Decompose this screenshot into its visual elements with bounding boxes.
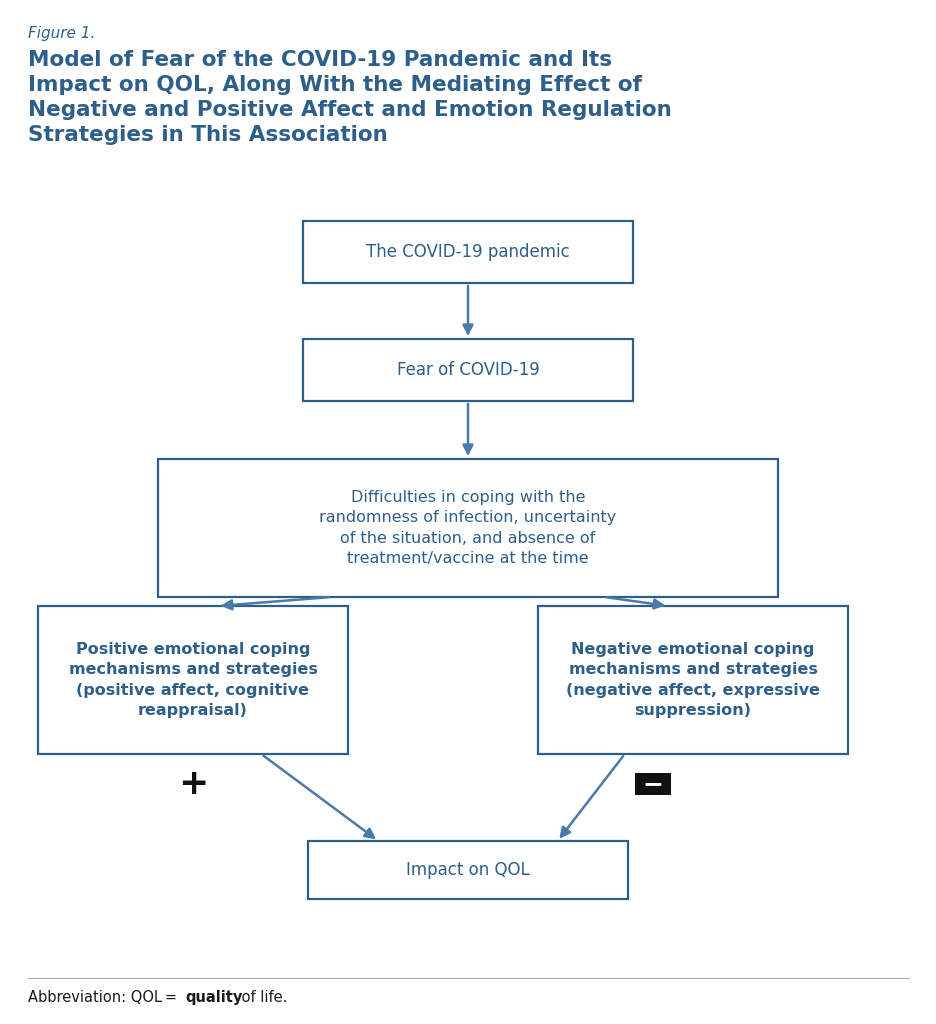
FancyBboxPatch shape bbox=[635, 773, 670, 795]
Text: Difficulties in coping with the
randomness of infection, uncertainty
of the situ: Difficulties in coping with the randomne… bbox=[319, 489, 616, 566]
Text: Figure 1.: Figure 1. bbox=[28, 26, 95, 41]
Text: Negative emotional coping
mechanisms and strategies
(negative affect, expressive: Negative emotional coping mechanisms and… bbox=[565, 642, 819, 718]
FancyBboxPatch shape bbox=[302, 339, 633, 401]
Text: of life.: of life. bbox=[237, 990, 287, 1005]
FancyBboxPatch shape bbox=[302, 221, 633, 283]
Text: quality: quality bbox=[184, 990, 242, 1005]
FancyBboxPatch shape bbox=[38, 606, 347, 754]
Text: Abbreviation: QOL =: Abbreviation: QOL = bbox=[28, 990, 180, 1005]
Text: Positive emotional coping
mechanisms and strategies
(positive affect, cognitive
: Positive emotional coping mechanisms and… bbox=[68, 642, 317, 718]
Text: The COVID-19 pandemic: The COVID-19 pandemic bbox=[366, 243, 569, 261]
Text: Fear of COVID-19: Fear of COVID-19 bbox=[396, 361, 539, 379]
Text: Impact on QOL: Impact on QOL bbox=[405, 861, 530, 879]
Text: Model of Fear of the COVID-19 Pandemic and Its
Impact on QOL, Along With the Med: Model of Fear of the COVID-19 Pandemic a… bbox=[28, 50, 671, 145]
Text: +: + bbox=[178, 767, 208, 801]
FancyBboxPatch shape bbox=[158, 459, 777, 597]
Text: −: − bbox=[642, 772, 663, 796]
FancyBboxPatch shape bbox=[537, 606, 847, 754]
FancyBboxPatch shape bbox=[308, 841, 627, 899]
